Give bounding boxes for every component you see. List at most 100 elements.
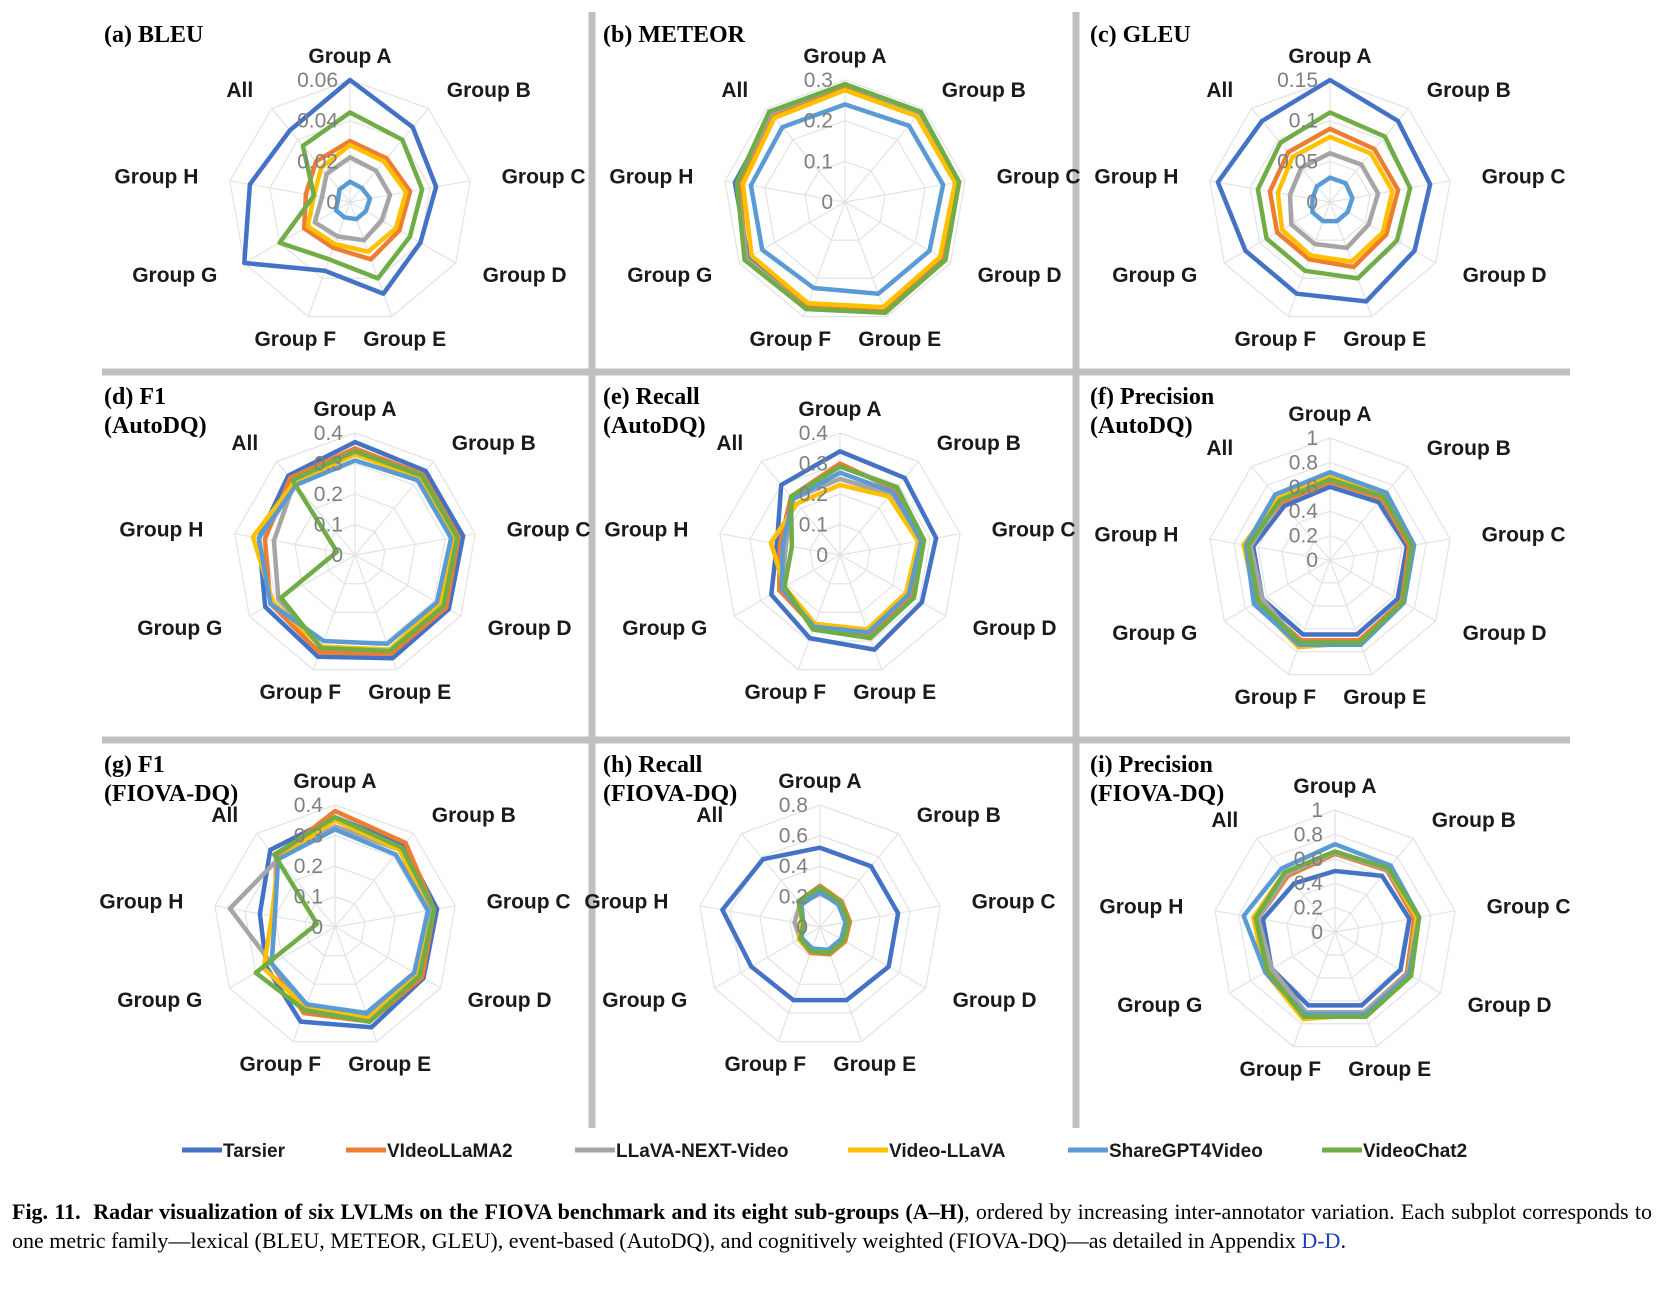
spoke <box>1334 931 1378 1047</box>
legend-label-video-llava: Video-LLaVA <box>889 1141 1006 1162</box>
axis-label-group-b: Group B <box>1427 79 1511 102</box>
tick-label: 0.06 <box>297 69 338 92</box>
legend-label-sharegpt4video: ShareGPT4Video <box>1109 1141 1263 1162</box>
axis-label-group-e: Group E <box>363 328 446 351</box>
tick-label: 0 <box>326 191 338 214</box>
spoke <box>1329 108 1409 203</box>
tick-label: 0.4 <box>779 855 809 878</box>
axis-label-group-c: Group C <box>502 166 586 189</box>
panel-title: (FIOVA-DQ) <box>1090 781 1224 807</box>
axis-label-group-g: Group G <box>1112 622 1197 645</box>
panel-separators <box>102 12 1570 1128</box>
tick-label: 0 <box>331 544 343 567</box>
spoke <box>1251 466 1331 561</box>
gridline <box>804 160 886 241</box>
tick-label: 0.6 <box>1294 848 1323 871</box>
axis-label-group-h: Group H <box>604 519 688 542</box>
axis-label-group-g: Group G <box>627 264 712 287</box>
axis-label-group-b: Group B <box>942 79 1026 102</box>
spoke <box>741 833 821 928</box>
axis-label-group-d: Group D <box>1463 622 1547 645</box>
axis-label-group-c: Group C <box>1482 166 1566 189</box>
axis-label-group-f: Group F <box>254 328 336 351</box>
tick-label: 0.1 <box>314 514 343 537</box>
spoke <box>1214 910 1336 933</box>
tick-label: 0 <box>311 916 323 939</box>
series-tarsier <box>1215 77 1433 304</box>
tick-label: 0.4 <box>799 422 829 445</box>
gridline <box>1305 534 1355 584</box>
series-videollama2 <box>1267 126 1401 270</box>
panel-title: (FIOVA-DQ) <box>104 781 238 807</box>
axis-label-all: All <box>721 79 748 102</box>
spoke <box>844 201 951 264</box>
spoke <box>761 461 841 556</box>
axis-label-group-g: Group G <box>602 989 687 1012</box>
axis-label-group-c: Group C <box>992 519 1076 542</box>
panel-title: (AutoDQ) <box>1090 413 1193 439</box>
axis-label-group-b: Group B <box>917 804 1001 827</box>
caption-bold-text: Radar visualization of six LVLMs on the … <box>93 1199 965 1224</box>
tick-label: 0.2 <box>294 855 323 878</box>
gridline <box>724 79 966 318</box>
series-llava-next-video <box>312 155 393 243</box>
axis-label-group-a: Group A <box>313 398 396 421</box>
spoke <box>734 554 841 617</box>
axis-label-group-a: Group A <box>803 45 886 68</box>
axis-label-all: All <box>231 432 258 455</box>
series-tarsier <box>1250 484 1410 637</box>
axis-label-group-f: Group F <box>749 328 831 351</box>
axis-label-all: All <box>1206 437 1233 460</box>
spoke <box>802 201 846 317</box>
axis-label-group-g: Group G <box>1117 994 1202 1017</box>
spoke <box>1329 559 1373 675</box>
spoke <box>1329 559 1436 622</box>
gridline <box>214 804 456 1043</box>
series-videochat2 <box>1253 849 1422 1020</box>
gridline <box>1286 882 1384 979</box>
caption-appendix-link[interactable]: D-D <box>1301 1228 1341 1253</box>
axis-label-all: All <box>1211 809 1238 832</box>
axis-label-group-b: Group B <box>452 432 536 455</box>
gridline <box>1209 79 1451 318</box>
gridline <box>759 865 881 985</box>
axis-label-group-g: Group G <box>117 989 202 1012</box>
tick-label: 0.2 <box>799 483 828 506</box>
spoke <box>1229 931 1336 994</box>
tick-label: 1 <box>1306 427 1318 450</box>
axis-label-group-h: Group H <box>119 519 203 542</box>
axis-label-group-e: Group E <box>1343 686 1426 709</box>
axis-label-group-d: Group D <box>488 617 572 640</box>
tick-label: 0.3 <box>314 453 343 476</box>
axis-label-group-h: Group H <box>99 891 183 914</box>
axis-label-all: All <box>226 79 253 102</box>
panel-title: (AutoDQ) <box>104 413 207 439</box>
spoke <box>271 108 351 203</box>
series-sharegpt4video <box>269 827 431 1016</box>
axis-label-group-d: Group D <box>1463 264 1547 287</box>
series-sharegpt4video <box>748 102 946 296</box>
axis-label-group-g: Group G <box>1112 264 1197 287</box>
axis-label-all: All <box>1206 79 1233 102</box>
tick-label: 0.6 <box>1289 476 1318 499</box>
tick-label: 0.8 <box>779 794 808 817</box>
axis-label-group-d: Group D <box>973 617 1057 640</box>
gridline <box>1281 510 1379 607</box>
tick-label: 0.2 <box>1289 525 1318 548</box>
axis-label-all: All <box>716 432 743 455</box>
gridline <box>294 493 416 613</box>
axis-label-group-b: Group B <box>432 804 516 827</box>
series-sharegpt4video <box>256 458 454 647</box>
axis-label-group-h: Group H <box>609 166 693 189</box>
spoke <box>1287 559 1331 675</box>
spoke <box>766 108 846 203</box>
spoke <box>1329 466 1409 561</box>
spoke <box>839 554 946 617</box>
panel-title: (h) Recall <box>603 752 703 778</box>
tick-label: 0.1 <box>1289 110 1318 133</box>
tick-label: 0.8 <box>1294 823 1323 846</box>
figure-caption: Fig. 11. Radar visualization of six LVLM… <box>12 1197 1652 1255</box>
